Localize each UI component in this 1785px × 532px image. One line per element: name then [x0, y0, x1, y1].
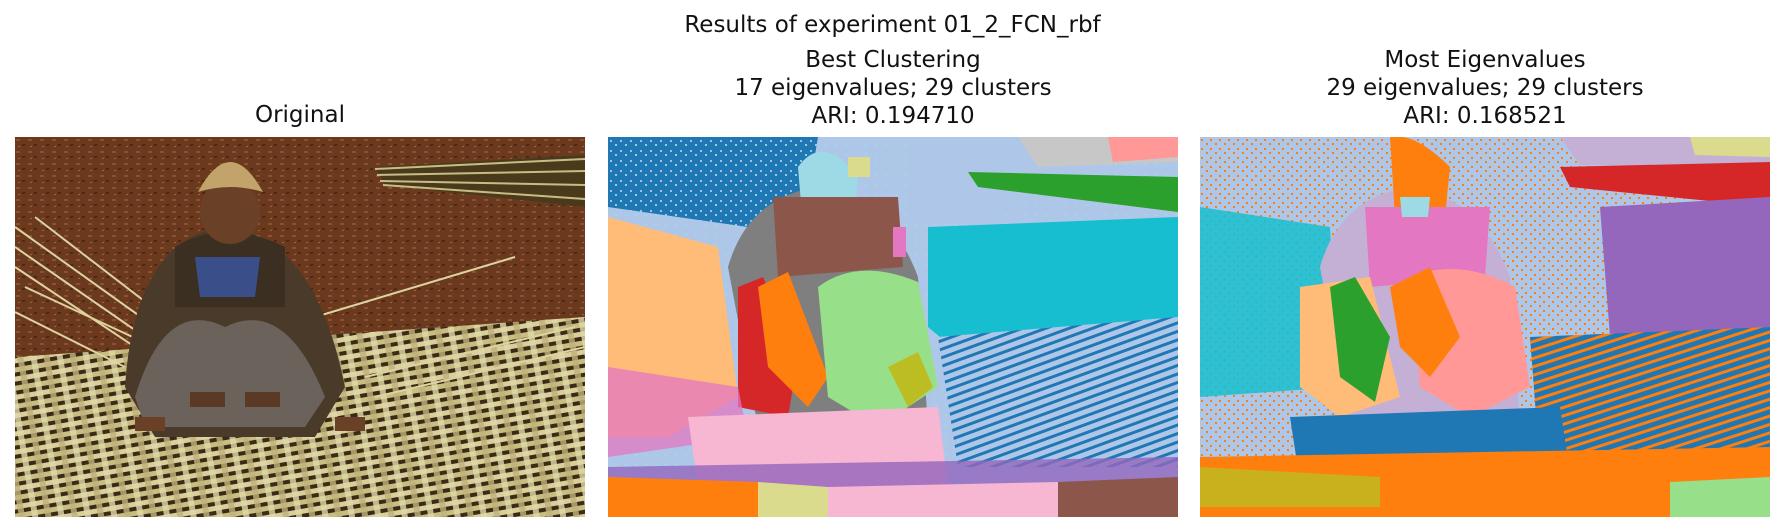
- region-red-bundle: [1560, 162, 1770, 207]
- best-clustering-image: [608, 137, 1178, 517]
- region-green-leg: [1330, 277, 1390, 402]
- best-title-line-2: 17 eigenvalues; 29 clusters: [734, 75, 1052, 101]
- region-blue-orange-striped: [1530, 327, 1770, 467]
- most-title-line-2: 29 eigenvalues; 29 clusters: [1326, 75, 1644, 101]
- region-magenta-patch: [893, 227, 906, 257]
- most-eigenvalues-image: [1200, 137, 1770, 517]
- straw-bundle-top-right: [374, 155, 585, 207]
- region-olive-bottom: [758, 482, 828, 517]
- best-clustering-panel-title: Best Clustering 17 eigenvalues; 29 clust…: [608, 46, 1178, 130]
- region-lightgreen-bottom-right: [1670, 477, 1770, 517]
- region-orange-leg: [758, 272, 828, 407]
- region-lightcyan-patch: [1400, 197, 1430, 217]
- best-title-line-1: Best Clustering: [805, 47, 981, 73]
- region-brown-bottom-right: [1058, 477, 1178, 517]
- region-purple: [1600, 197, 1770, 337]
- region-orange-torso: [1390, 267, 1460, 377]
- region-olive-patch: [848, 157, 870, 177]
- man-figure: [125, 162, 365, 437]
- original-image: [15, 137, 585, 517]
- best-title-line-3: ARI: 0.194710: [811, 103, 975, 129]
- region-pink-bottom: [828, 482, 1058, 517]
- straw-strands-left: [15, 216, 585, 398]
- original-panel-title: Original: [15, 101, 585, 129]
- most-eigenvalues-panel-title: Most Eigenvalues 29 eigenvalues; 29 clus…: [1200, 46, 1770, 130]
- most-eigenvalues-svg: [1200, 137, 1770, 517]
- best-clustering-svg: [608, 137, 1178, 517]
- most-title-line-3: ARI: 0.168521: [1403, 103, 1567, 129]
- region-magenta-torso: [1365, 207, 1490, 287]
- region-orange-bottom-left: [608, 477, 758, 517]
- region-brown-torso: [773, 197, 903, 277]
- region-blue-striped: [938, 317, 1178, 467]
- most-title-line-1: Most Eigenvalues: [1384, 47, 1586, 73]
- region-olive-top-right: [1690, 137, 1770, 157]
- region-green-bundle: [968, 172, 1178, 212]
- region-pink-top-right: [1108, 137, 1178, 162]
- original-title-line: Original: [254, 102, 345, 128]
- original-photo-svg: [15, 137, 585, 517]
- region-olive-hands: [888, 352, 933, 407]
- figure-suptitle: Results of experiment 01_2_FCN_rbf: [684, 12, 1101, 38]
- region-olive-bottom-left: [1200, 467, 1380, 507]
